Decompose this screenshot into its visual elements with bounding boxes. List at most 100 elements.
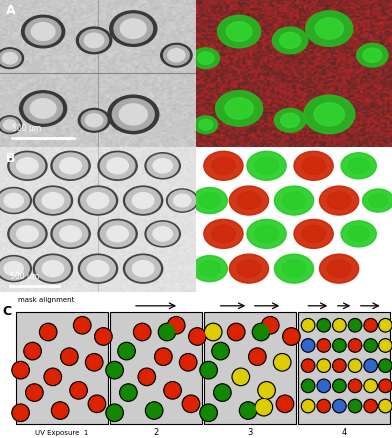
Circle shape (192, 49, 220, 69)
Circle shape (138, 368, 156, 386)
Text: mask alignment: mask alignment (18, 296, 74, 302)
Circle shape (81, 256, 115, 282)
Circle shape (380, 381, 391, 392)
Circle shape (8, 220, 47, 249)
Circle shape (132, 261, 154, 277)
Circle shape (274, 109, 306, 133)
Circle shape (0, 118, 20, 133)
Circle shape (87, 193, 109, 209)
Circle shape (20, 92, 67, 127)
Circle shape (87, 355, 102, 370)
Circle shape (369, 194, 388, 208)
Circle shape (189, 328, 206, 346)
Circle shape (225, 99, 253, 120)
Circle shape (212, 343, 229, 360)
Circle shape (81, 188, 115, 214)
Circle shape (304, 96, 355, 134)
Circle shape (165, 383, 180, 398)
Circle shape (333, 339, 346, 352)
Bar (16, 312, 108, 424)
Circle shape (206, 325, 221, 340)
Text: 500 µm: 500 µm (12, 124, 41, 133)
Circle shape (363, 49, 382, 63)
Circle shape (16, 159, 38, 174)
Circle shape (40, 324, 57, 341)
Circle shape (249, 348, 266, 366)
Circle shape (274, 187, 314, 215)
Circle shape (263, 318, 278, 333)
Circle shape (327, 192, 351, 210)
Circle shape (60, 226, 82, 242)
Circle shape (42, 193, 64, 209)
Circle shape (365, 340, 376, 351)
Circle shape (379, 359, 392, 372)
Circle shape (218, 16, 261, 49)
Circle shape (106, 404, 123, 421)
Text: C: C (2, 304, 11, 317)
Circle shape (318, 360, 329, 371)
Circle shape (281, 114, 299, 128)
Circle shape (167, 317, 185, 334)
Circle shape (153, 159, 172, 173)
Circle shape (301, 379, 315, 392)
Circle shape (276, 395, 294, 413)
Circle shape (261, 317, 279, 334)
Circle shape (333, 359, 346, 372)
Circle shape (200, 362, 217, 379)
Circle shape (158, 324, 176, 341)
Circle shape (205, 324, 222, 341)
Circle shape (121, 385, 136, 400)
Circle shape (201, 363, 216, 378)
Circle shape (123, 254, 163, 283)
Circle shape (41, 325, 56, 340)
Circle shape (139, 370, 154, 385)
Circle shape (204, 152, 243, 181)
Circle shape (303, 360, 314, 371)
Circle shape (107, 363, 122, 378)
Circle shape (36, 256, 70, 282)
Circle shape (212, 158, 235, 175)
Circle shape (365, 360, 376, 371)
Circle shape (88, 395, 106, 413)
Circle shape (274, 354, 291, 371)
Circle shape (348, 159, 369, 174)
Circle shape (250, 350, 265, 364)
Circle shape (350, 360, 361, 371)
Circle shape (0, 49, 24, 69)
Circle shape (350, 320, 361, 331)
Circle shape (76, 28, 112, 55)
Circle shape (317, 399, 330, 413)
Circle shape (8, 152, 47, 181)
Circle shape (119, 344, 134, 359)
Circle shape (302, 226, 325, 243)
Circle shape (192, 256, 227, 282)
Circle shape (24, 343, 41, 360)
Circle shape (379, 399, 392, 413)
Circle shape (348, 359, 362, 372)
Text: 3: 3 (247, 427, 253, 436)
Circle shape (365, 381, 376, 392)
Circle shape (2, 53, 17, 65)
Circle shape (51, 220, 90, 249)
Circle shape (169, 318, 184, 333)
Circle shape (0, 190, 29, 212)
Circle shape (26, 384, 43, 401)
Circle shape (51, 152, 90, 181)
Circle shape (61, 348, 78, 366)
Circle shape (365, 401, 376, 412)
Circle shape (247, 220, 286, 249)
Circle shape (348, 379, 362, 392)
Circle shape (100, 154, 135, 179)
Circle shape (53, 403, 68, 418)
Circle shape (284, 329, 299, 344)
Circle shape (85, 354, 103, 371)
Circle shape (107, 226, 128, 242)
Circle shape (27, 385, 42, 400)
Circle shape (145, 402, 163, 419)
Circle shape (81, 111, 107, 131)
Circle shape (301, 399, 315, 413)
Circle shape (80, 30, 109, 52)
Circle shape (36, 188, 70, 214)
Circle shape (98, 152, 137, 181)
Circle shape (333, 319, 346, 332)
